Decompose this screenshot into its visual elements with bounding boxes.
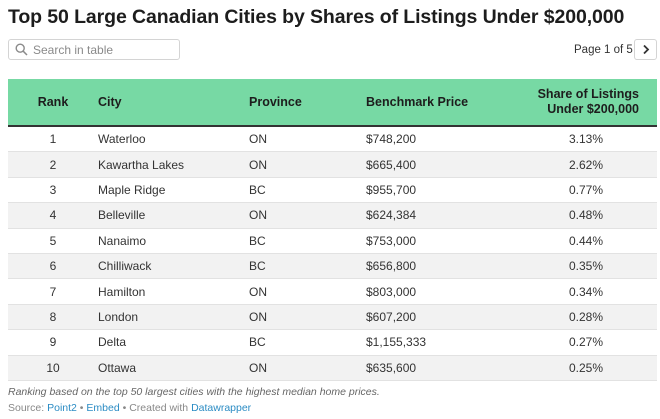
table-row: 4 Belleville ON $624,384 0.48% [8, 202, 657, 229]
cell-price: $1,155,333 [366, 329, 515, 356]
source-line: Source: Point2 • Embed • Created with Da… [8, 402, 251, 414]
cell-price: $753,000 [366, 228, 515, 254]
cell-share: 0.28% [515, 304, 657, 331]
column-header-benchmark-price[interactable]: Benchmark Price [366, 79, 515, 127]
table-row: 10 Ottawa ON $635,600 0.25% [8, 355, 657, 381]
chevron-right-icon [642, 44, 649, 55]
cell-province: ON [249, 278, 366, 305]
cell-city: Hamilton [98, 278, 249, 305]
cell-share: 0.48% [515, 202, 657, 229]
table-row: 7 Hamilton ON $803,000 0.34% [8, 278, 657, 305]
table-row: 6 Chilliwack BC $656,800 0.35% [8, 253, 657, 280]
cell-city: Delta [98, 329, 249, 356]
search-icon [15, 43, 28, 56]
cell-share: 3.13% [515, 126, 657, 153]
cell-province: ON [249, 304, 366, 331]
cell-province: ON [249, 355, 366, 381]
cell-rank: 9 [8, 329, 98, 356]
cell-rank: 7 [8, 278, 98, 305]
datawrapper-link[interactable]: Datawrapper [191, 402, 252, 414]
table-row: 1 Waterloo ON $748,200 3.13% [8, 126, 657, 153]
cell-city: Waterloo [98, 126, 249, 153]
cell-price: $803,000 [366, 278, 515, 305]
cell-rank: 8 [8, 304, 98, 331]
separator: • [76, 402, 87, 414]
source-link[interactable]: Point2 [47, 402, 77, 414]
cell-province: ON [249, 151, 366, 178]
cell-province: BC [249, 228, 366, 254]
cell-price: $955,700 [366, 177, 515, 204]
cell-share: 0.25% [515, 355, 657, 381]
cell-rank: 5 [8, 228, 98, 254]
cell-city: Ottawa [98, 355, 249, 381]
column-header-rank[interactable]: Rank [8, 79, 98, 127]
cell-province: ON [249, 202, 366, 229]
table-row: 3 Maple Ridge BC $955,700 0.77% [8, 177, 657, 204]
cell-city: London [98, 304, 249, 331]
page-title: Top 50 Large Canadian Cities by Shares o… [8, 6, 625, 28]
cell-rank: 2 [8, 151, 98, 178]
table-header-row: Rank City Province Benchmark Price Share… [8, 79, 657, 127]
table-row: 2 Kawartha Lakes ON $665,400 2.62% [8, 151, 657, 178]
cell-price: $607,200 [366, 304, 515, 331]
cell-share: 0.35% [515, 253, 657, 280]
cell-share: 2.62% [515, 151, 657, 178]
cell-price: $635,600 [366, 355, 515, 381]
page-indicator: Page 1 of 5 [574, 44, 633, 56]
column-header-share-line2: Under $200,000 [547, 102, 639, 116]
table-row: 9 Delta BC $1,155,333 0.27% [8, 329, 657, 356]
created-with-text: • Created with [119, 402, 192, 414]
cell-province: BC [249, 253, 366, 280]
cell-rank: 6 [8, 253, 98, 280]
cell-city: Kawartha Lakes [98, 151, 249, 178]
cell-rank: 1 [8, 126, 98, 153]
cell-province: BC [249, 177, 366, 204]
search-input[interactable] [33, 42, 173, 57]
table-row: 5 Nanaimo BC $753,000 0.44% [8, 228, 657, 254]
cell-price: $748,200 [366, 126, 515, 153]
next-page-button[interactable] [634, 39, 657, 60]
cell-share: 0.34% [515, 278, 657, 305]
source-prefix: Source: [8, 402, 48, 414]
cell-price: $624,384 [366, 202, 515, 229]
cell-city: Belleville [98, 202, 249, 229]
footnote: Ranking based on the top 50 largest citi… [8, 386, 380, 398]
cell-rank: 4 [8, 202, 98, 229]
cell-price: $665,400 [366, 151, 515, 178]
column-header-share-line1: Share of Listings [537, 87, 639, 101]
listings-table: Rank City Province Benchmark Price Share… [8, 79, 657, 381]
cell-share: 0.44% [515, 228, 657, 254]
table-row: 8 London ON $607,200 0.28% [8, 304, 657, 331]
column-header-share[interactable]: Share of Listings Under $200,000 [515, 79, 657, 127]
cell-price: $656,800 [366, 253, 515, 280]
cell-rank: 3 [8, 177, 98, 204]
search-box[interactable] [8, 39, 180, 60]
cell-share: 0.77% [515, 177, 657, 204]
cell-city: Nanaimo [98, 228, 249, 254]
column-header-province[interactable]: Province [249, 79, 366, 127]
embed-link[interactable]: Embed [86, 402, 120, 414]
cell-province: BC [249, 329, 366, 356]
column-header-city[interactable]: City [98, 79, 249, 127]
cell-share: 0.27% [515, 329, 657, 356]
cell-city: Maple Ridge [98, 177, 249, 204]
cell-rank: 10 [8, 355, 98, 381]
cell-city: Chilliwack [98, 253, 249, 280]
cell-province: ON [249, 126, 366, 153]
